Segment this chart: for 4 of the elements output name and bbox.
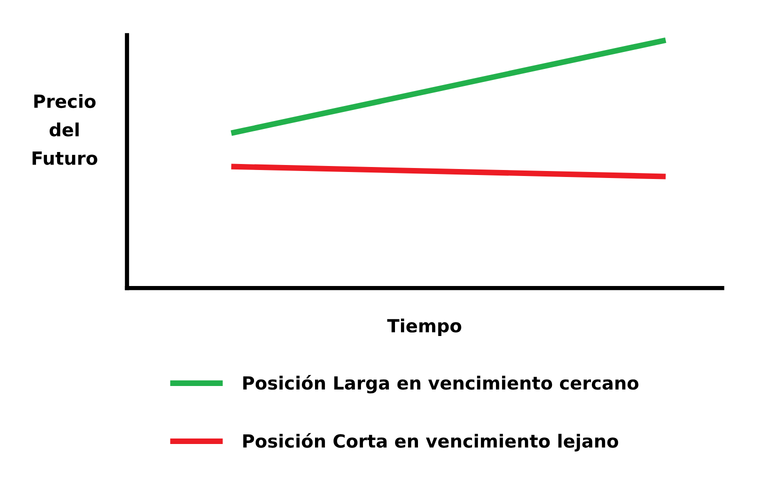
x-axis-title: Tiempo (387, 318, 462, 336)
legend-label: Posición Corta en vencimiento lejano (243, 433, 618, 452)
legend-label: Posición Larga en vencimiento cercano (243, 375, 638, 394)
y-axis-title: Precio del Futuro (32, 94, 98, 165)
